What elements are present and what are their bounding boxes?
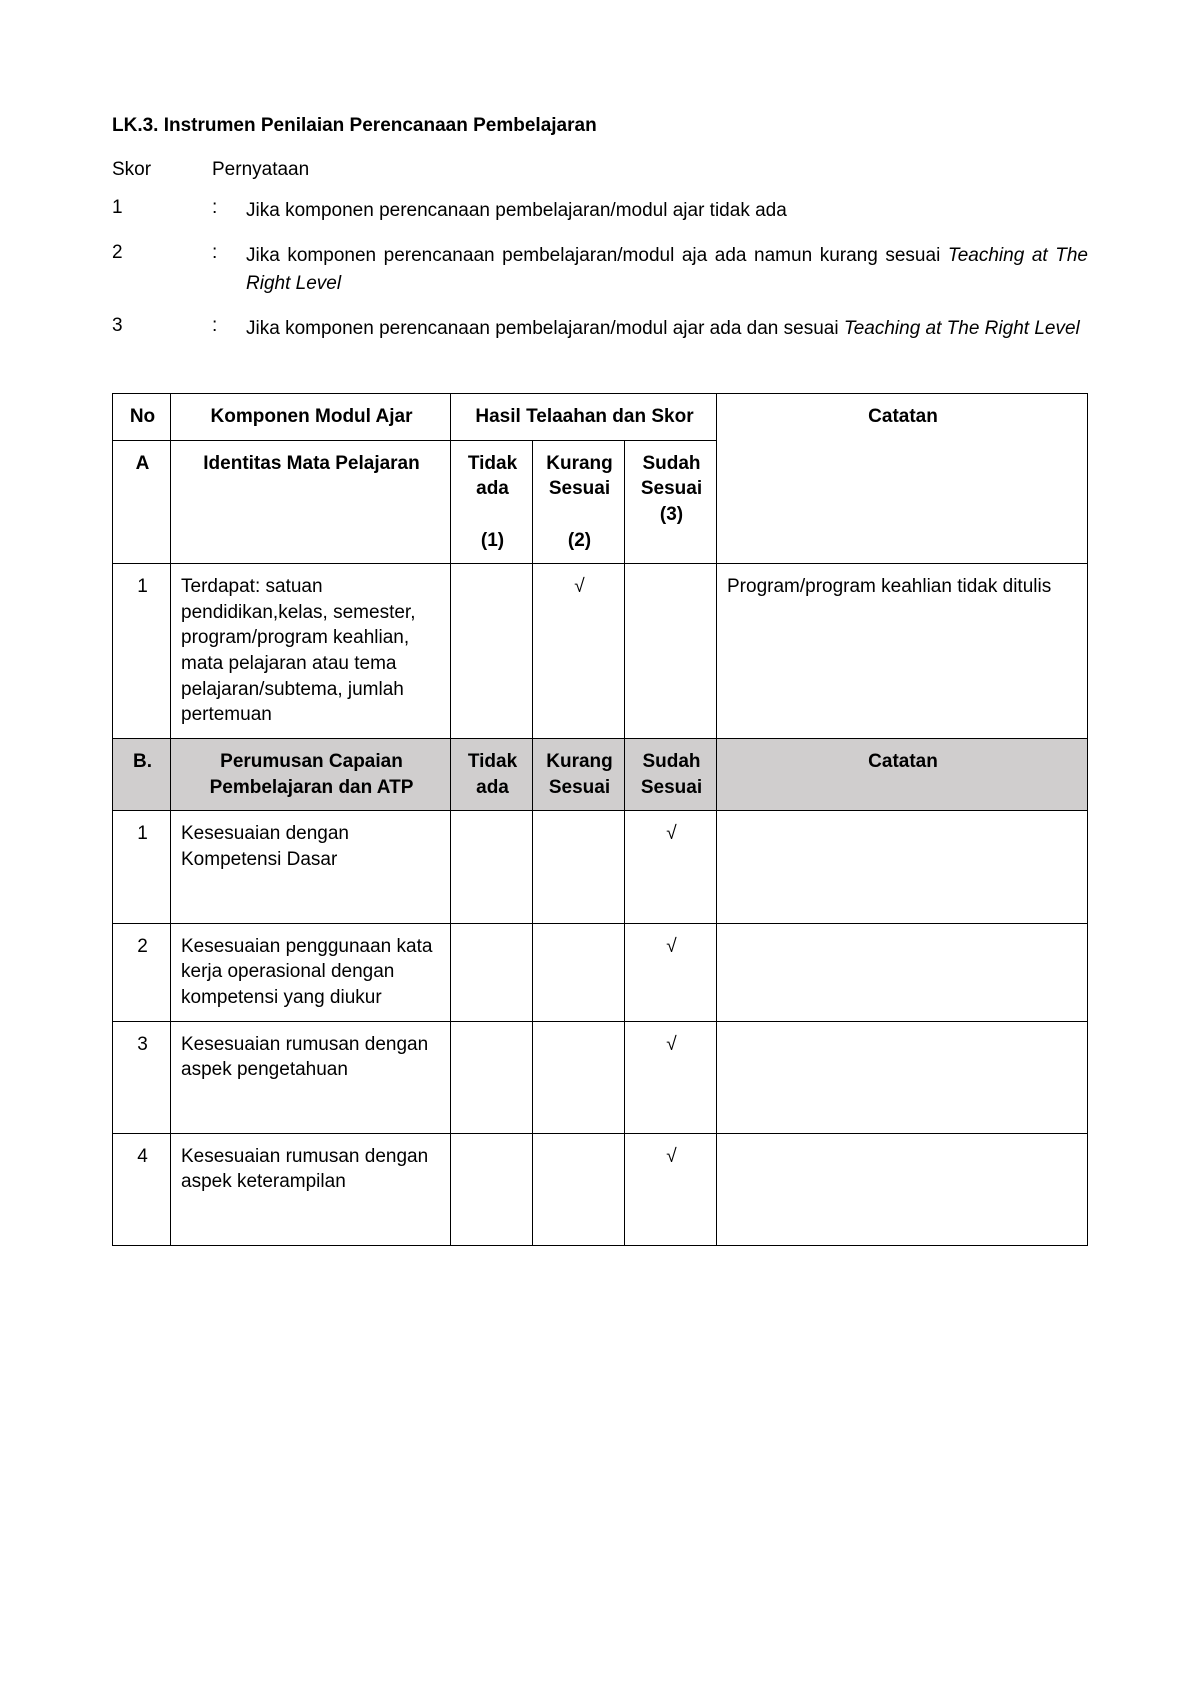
col-no: No	[113, 394, 171, 441]
score-col-1: Tidak ada (1)	[451, 440, 533, 564]
row-number: 2	[113, 923, 171, 1021]
score-sep: :	[212, 197, 246, 219]
col-catatan: Catatan	[717, 394, 1088, 564]
section-letter: B.	[113, 739, 171, 811]
cell-score-1	[451, 564, 533, 739]
score-desc-label: Pernyataan	[212, 159, 1088, 181]
cell-score-3: √	[625, 1021, 717, 1133]
score-col-1: Tidak ada	[451, 739, 533, 811]
table-header-row: No Komponen Modul Ajar Hasil Telaahan da…	[113, 394, 1088, 441]
cell-notes	[717, 811, 1088, 923]
score-col-2: Kurang Sesuai	[533, 739, 625, 811]
cell-score-1	[451, 1133, 533, 1245]
score-legend: Skor Pernyataan 1 : Jika komponen perenc…	[112, 159, 1088, 343]
row-component: Kesesuaian penggunaan kata kerja operasi…	[171, 923, 451, 1021]
cell-score-3	[625, 564, 717, 739]
table-row: 2 Kesesuaian penggunaan kata kerja opera…	[113, 923, 1088, 1021]
score-legend-header: Skor Pernyataan	[112, 159, 1088, 181]
cell-score-2	[533, 1133, 625, 1245]
cell-notes: Program/program keahlian tidak ditulis	[717, 564, 1088, 739]
row-component: Kesesuaian rumusan dengan aspek pengetah…	[171, 1021, 451, 1133]
row-component: Terdapat: satuan pendidikan,kelas, semes…	[171, 564, 451, 739]
score-label: Skor	[112, 159, 212, 181]
row-number: 4	[113, 1133, 171, 1245]
score-text: Jika komponen perencanaan pembelajaran/m…	[246, 242, 1088, 299]
cell-score-2	[533, 811, 625, 923]
score-col-3: Sudah Sesuai	[625, 739, 717, 811]
row-number: 3	[113, 1021, 171, 1133]
row-number: 1	[113, 564, 171, 739]
row-component: Kesesuaian rumusan dengan aspek keteramp…	[171, 1133, 451, 1245]
cell-score-2	[533, 923, 625, 1021]
score-col-2: Kurang Sesuai (2)	[533, 440, 625, 564]
score-text: Jika komponen perencanaan pembelajaran/m…	[246, 315, 1088, 344]
col-komponen: Komponen Modul Ajar	[171, 394, 451, 441]
cell-score-3: √	[625, 923, 717, 1021]
cell-score-1	[451, 923, 533, 1021]
score-text: Jika komponen perencanaan pembelajaran/m…	[246, 197, 1088, 226]
section-letter: A	[113, 440, 171, 564]
cell-score-1	[451, 1021, 533, 1133]
page-title: LK.3. Instrumen Penilaian Perencanaan Pe…	[112, 115, 1088, 137]
score-row: 3 : Jika komponen perencanaan pembelajar…	[112, 315, 1088, 344]
table-row: 1 Terdapat: satuan pendidikan,kelas, sem…	[113, 564, 1088, 739]
section-title: Perumusan Capaian Pembelajaran dan ATP	[171, 739, 451, 811]
cell-notes	[717, 1021, 1088, 1133]
cell-notes	[717, 923, 1088, 1021]
table-row: 1 Kesesuaian dengan Kompetensi Dasar √	[113, 811, 1088, 923]
row-number: 1	[113, 811, 171, 923]
col-catatan: Catatan	[717, 739, 1088, 811]
section-b-header: B. Perumusan Capaian Pembelajaran dan AT…	[113, 739, 1088, 811]
score-row: 2 : Jika komponen perencanaan pembelajar…	[112, 242, 1088, 299]
document-page: LK.3. Instrumen Penilaian Perencanaan Pe…	[0, 0, 1200, 1697]
table-row: 3 Kesesuaian rumusan dengan aspek penget…	[113, 1021, 1088, 1133]
row-component: Kesesuaian dengan Kompetensi Dasar	[171, 811, 451, 923]
cell-score-3: √	[625, 811, 717, 923]
score-row: 1 : Jika komponen perencanaan pembelajar…	[112, 197, 1088, 226]
cell-score-3: √	[625, 1133, 717, 1245]
cell-score-1	[451, 811, 533, 923]
score-number: 1	[112, 197, 212, 219]
table-row: 4 Kesesuaian rumusan dengan aspek ketera…	[113, 1133, 1088, 1245]
cell-score-2: √	[533, 564, 625, 739]
cell-score-2	[533, 1021, 625, 1133]
assessment-table: No Komponen Modul Ajar Hasil Telaahan da…	[112, 393, 1088, 1246]
section-title: Identitas Mata Pelajaran	[171, 440, 451, 564]
cell-notes	[717, 1133, 1088, 1245]
col-hasil: Hasil Telaahan dan Skor	[451, 394, 717, 441]
score-number: 2	[112, 242, 212, 264]
score-sep: :	[212, 315, 246, 337]
score-number: 3	[112, 315, 212, 337]
score-col-3: Sudah Sesuai (3)	[625, 440, 717, 564]
score-sep: :	[212, 242, 246, 264]
